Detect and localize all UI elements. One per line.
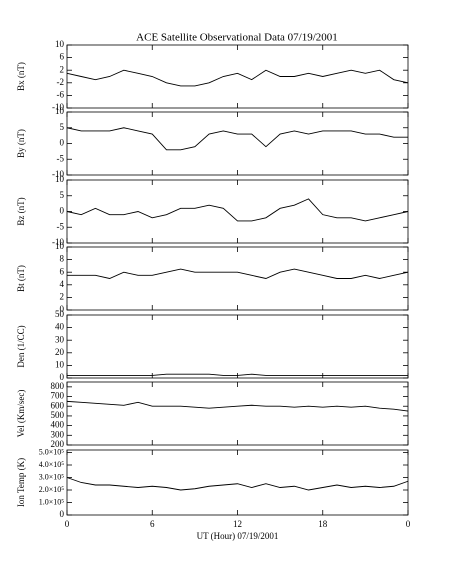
y-axis-label: Bt (nT)	[16, 265, 26, 292]
x-axis-label: UT (Hour) 07/19/2001	[197, 531, 279, 541]
y-tick-label: 300	[51, 429, 65, 439]
y-tick-label: 1.0×10⁵	[39, 497, 65, 506]
y-tick-label: 8	[60, 254, 65, 264]
y-tick-label: 10	[55, 359, 65, 369]
panel-frame	[66, 314, 409, 379]
y-axis-label: By (nT)	[16, 129, 26, 158]
y-tick-label: 6	[60, 52, 65, 62]
y-tick-label: 4.0×10⁵	[39, 460, 65, 469]
data-line	[66, 198, 409, 222]
panel-frame	[66, 179, 409, 244]
y-tick-label: 2	[60, 64, 65, 74]
y-tick-label: -10	[52, 237, 64, 247]
y-tick-label: 0	[60, 372, 65, 382]
y-tick-label: -5	[57, 221, 65, 231]
x-tick-label: 12	[233, 519, 242, 529]
y-tick-label: -2	[57, 77, 65, 87]
y-tick-label: 20	[55, 347, 65, 357]
y-axis-label: Den (1/CC)	[16, 325, 26, 367]
x-tick-label: 0	[406, 519, 411, 529]
y-tick-label: -6	[57, 89, 65, 99]
data-line	[67, 373, 408, 376]
data-line	[66, 477, 409, 491]
y-tick-label: 800	[51, 381, 65, 391]
y-tick-label: -10	[52, 102, 64, 112]
y-tick-label: 10	[55, 39, 65, 49]
y-tick-label: 0	[60, 138, 65, 148]
y-axis-label: Vel (Km/sec)	[16, 390, 26, 438]
y-tick-label: 40	[55, 322, 65, 332]
y-tick-label: 500	[51, 410, 65, 420]
panel-frame	[66, 381, 409, 446]
y-tick-label: -5	[57, 153, 65, 163]
x-tick-label: 6	[150, 519, 155, 529]
y-tick-label: 10	[55, 174, 65, 184]
y-tick-label: 0	[60, 509, 65, 519]
y-tick-label: 0	[60, 206, 65, 216]
panel-frame	[66, 111, 409, 176]
panel-frame	[66, 246, 409, 311]
data-line	[66, 127, 408, 151]
data-line	[67, 268, 409, 279]
x-tick-label: 18	[318, 519, 328, 529]
chart-title: ACE Satellite Observational Data 07/19/2…	[136, 32, 338, 44]
y-axis-label: Bz (nT)	[16, 197, 26, 225]
data-line	[66, 400, 409, 412]
y-tick-label: 10	[55, 106, 65, 116]
y-tick-label: 10	[55, 241, 65, 251]
y-tick-label: 0	[60, 304, 65, 314]
y-tick-label: -10	[52, 169, 64, 179]
y-tick-label: 5	[60, 122, 65, 132]
y-tick-label: 400	[51, 420, 65, 430]
y-tick-label: 50	[55, 309, 65, 319]
y-tick-label: 700	[51, 391, 65, 401]
y-tick-label: 200	[51, 439, 65, 449]
data-line	[66, 69, 409, 87]
y-tick-label: 6	[60, 266, 65, 276]
y-tick-label: 2	[60, 291, 65, 301]
y-tick-label: 600	[51, 400, 65, 410]
y-axis-label: Bx (nT)	[16, 62, 26, 91]
y-axis-label: Ion Temp (K)	[16, 458, 26, 507]
y-tick-label: 30	[55, 334, 65, 344]
y-tick-label: 4	[60, 279, 65, 289]
x-tick-label: 0	[65, 519, 70, 529]
y-tick-label: 3.0×10⁵	[39, 472, 65, 481]
panel-frame	[66, 449, 409, 516]
y-tick-label: 5	[60, 190, 65, 200]
panel-frame	[66, 44, 409, 109]
y-tick-label: 2.0×10⁵	[39, 485, 65, 494]
y-tick-label: 5.0×10⁵	[39, 447, 65, 456]
